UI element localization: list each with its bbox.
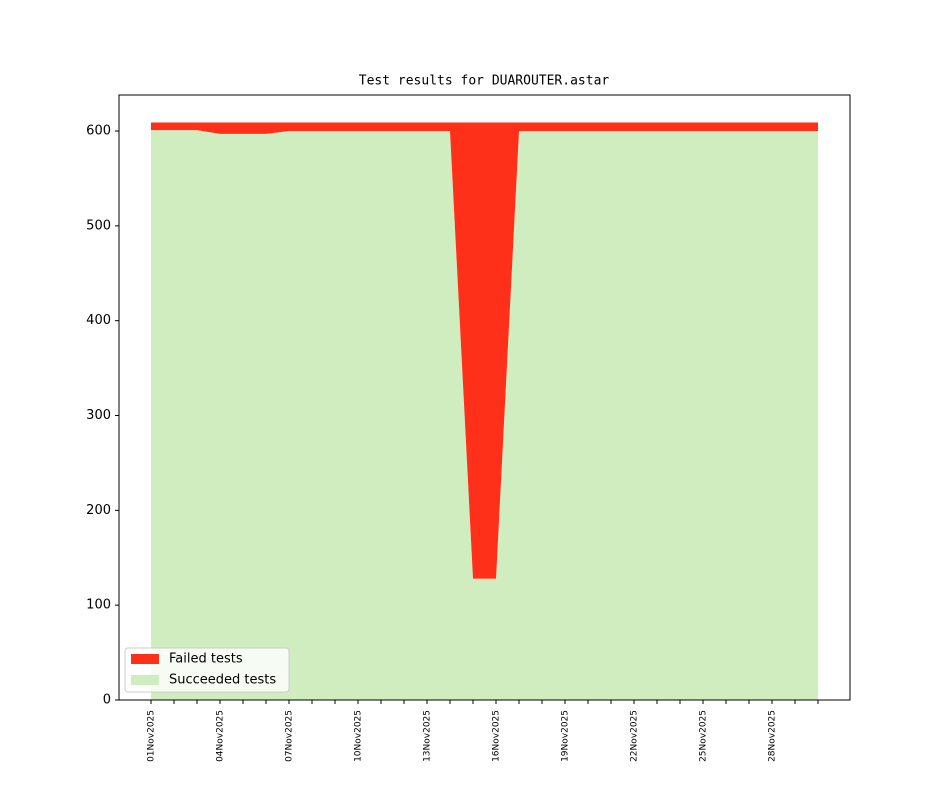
x-tick-label: 13Nov2025 [423, 710, 433, 762]
legend-swatch [131, 675, 159, 685]
x-tick-label: 28Nov2025 [768, 710, 778, 762]
legend-box [124, 647, 290, 693]
x-tick-label: 22Nov2025 [630, 710, 640, 762]
x-tick-label: 16Nov2025 [492, 710, 502, 762]
y-tick-label: 500 [86, 218, 111, 233]
x-tick-label: 10Nov2025 [354, 710, 364, 762]
plot-frame [118, 94, 851, 701]
y-tick-label: 600 [86, 124, 111, 139]
area [151, 122, 818, 579]
y-tick-label: 100 [86, 598, 111, 613]
area [151, 130, 818, 701]
legend-label: Failed tests [169, 652, 243, 667]
y-tick-label: 400 [86, 313, 111, 328]
x-tick-label: 19Nov2025 [561, 710, 571, 762]
x-tick-label: 07Nov2025 [285, 710, 295, 762]
y-tick-label: 200 [86, 503, 111, 518]
legend-label: Succeeded tests [169, 673, 276, 688]
y-tick-label: 0 [103, 693, 111, 708]
x-tick-label: 01Nov2025 [147, 710, 157, 762]
y-tick-label: 300 [86, 408, 111, 423]
legend-swatch [131, 654, 159, 664]
x-tick-label: 04Nov2025 [216, 710, 226, 762]
chart-title: Test results for DUAROUTER.astar [359, 74, 610, 89]
legend: Failed tests Succeeded tests [124, 647, 290, 693]
x-tick-label: 25Nov2025 [699, 710, 709, 762]
